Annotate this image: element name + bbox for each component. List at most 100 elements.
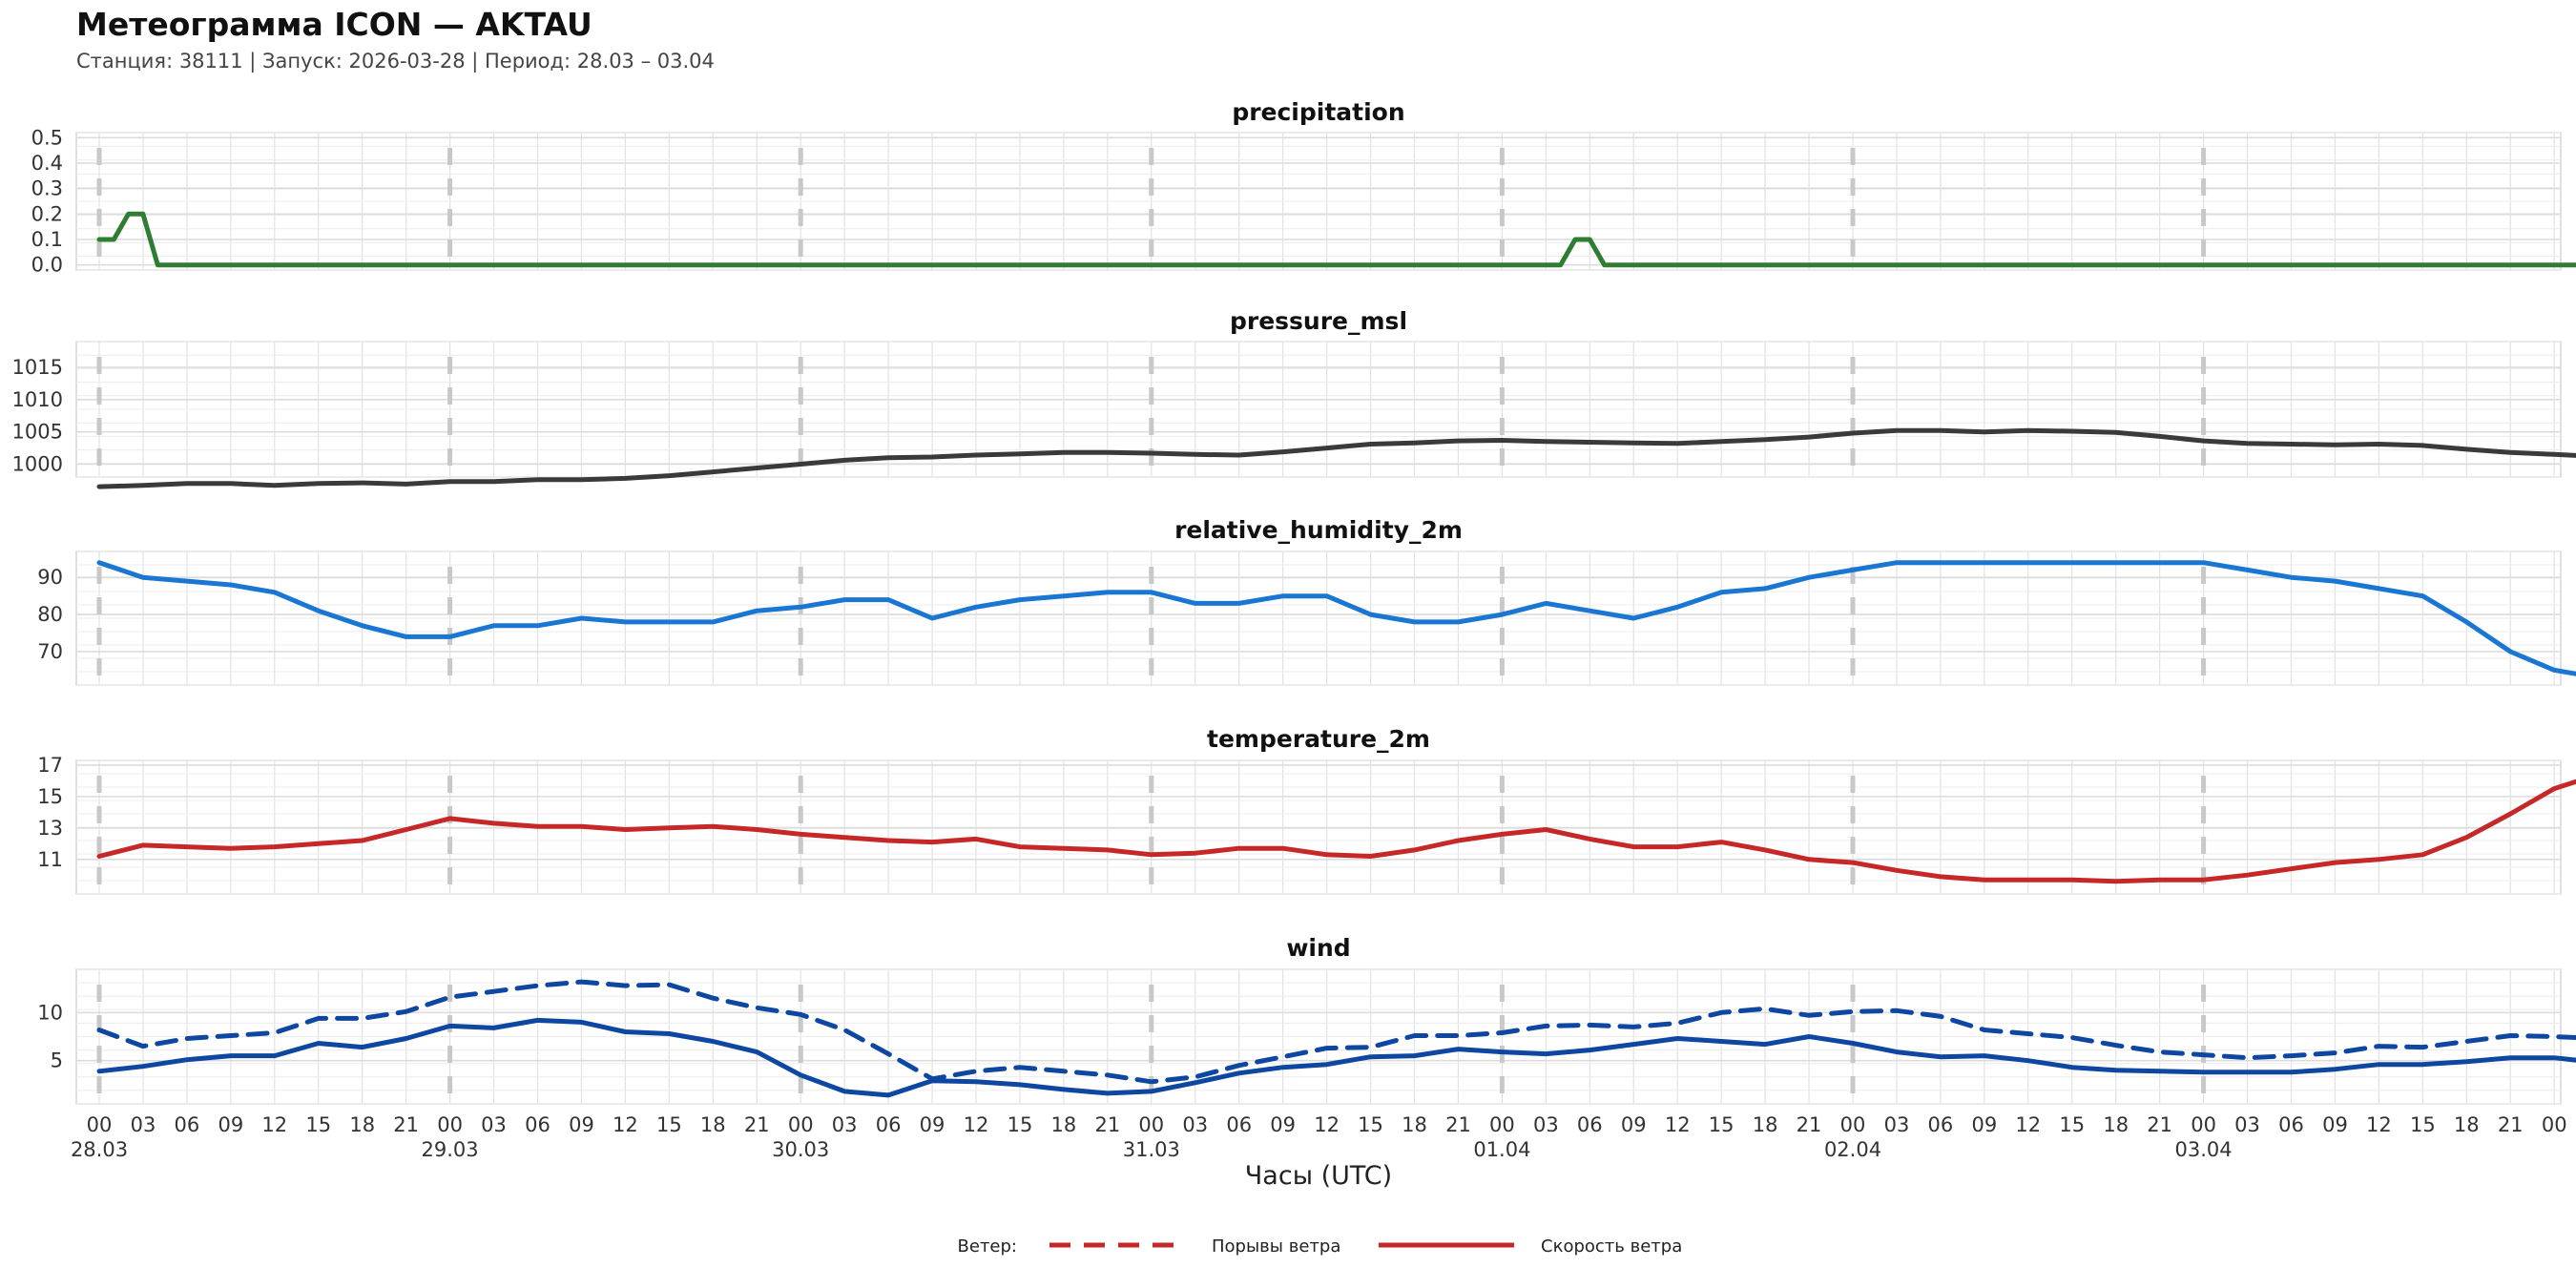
y-tick-label: 70 [37, 640, 63, 663]
y-tick-label: 13 [37, 817, 63, 840]
x-tick-label: 00 [87, 1113, 113, 1136]
x-tick-label: 00 [1138, 1113, 1164, 1136]
y-tick-label: 1015 [12, 356, 63, 379]
x-tick-label: 06 [1928, 1113, 1954, 1136]
panel-title: relative_humidity_2m [1174, 516, 1463, 544]
x-tick-label: 21 [2498, 1113, 2524, 1136]
y-tick-label: 5 [51, 1049, 63, 1072]
x-tick-label: 15 [656, 1113, 682, 1136]
x-tick-label: 09 [1621, 1113, 1647, 1136]
x-tick-label: 06 [525, 1113, 551, 1136]
x-tick-label: 06 [1577, 1113, 1603, 1136]
x-tick-label: 09 [218, 1113, 243, 1136]
x-tick-label: 12 [613, 1113, 638, 1136]
x-tick-label: 09 [569, 1113, 594, 1136]
y-tick-label: 15 [37, 785, 63, 808]
x-tick-label: 00 [2191, 1113, 2216, 1136]
panel-title: pressure_msl [1230, 307, 1407, 335]
x-tick-label: 18 [349, 1113, 375, 1136]
x-tick-label: 18 [1753, 1113, 1778, 1136]
x-axis: 00 03 06 09 12 15 18 21 00 03 06 09 12 15 18 21 00 03 06 09… [71, 1113, 2567, 1191]
x-tick-label: 06 [2278, 1113, 2304, 1136]
y-tick-label: 90 [37, 566, 63, 589]
x-tick-label: 00 [437, 1113, 463, 1136]
x-tick-label: 18 [1402, 1113, 1427, 1136]
x-tick-label: 12 [261, 1113, 287, 1136]
x-tick-label: 21 [1094, 1113, 1120, 1136]
x-tick-label: 21 [2147, 1113, 2172, 1136]
series-line-temperature_2m [96, 779, 2576, 884]
x-day-label: 03.04 [2175, 1138, 2233, 1161]
x-tick-label: 15 [2410, 1113, 2436, 1136]
panel-wind: 5 10 wind [37, 934, 2576, 1105]
page-title: Метеограмма ICON — AKTAU [76, 6, 592, 43]
panel-precipitation: 0.0 0.1 0.20.30.4 0.5 precipitation [31, 98, 2576, 277]
y-tick-label: 10 [37, 1001, 63, 1024]
y-tick-label: 0.3 [31, 177, 63, 200]
y-tick-label: 1010 [12, 388, 63, 411]
x-tick-label: 03 [1884, 1113, 1910, 1136]
panel-title: temperature_2m [1207, 725, 1430, 753]
x-day-label: 02.04 [1824, 1138, 1881, 1161]
x-tick-label: 00 [1489, 1113, 1515, 1136]
x-tick-label: 21 [1797, 1113, 1822, 1136]
x-tick-label: 03 [832, 1113, 858, 1136]
x-tick-label: 15 [2059, 1113, 2085, 1136]
panel-pressure_msl: 1000 1005 1010 1015 pressure_msl [12, 307, 2576, 489]
x-tick-label: 03 [131, 1113, 156, 1136]
x-tick-label: 21 [1445, 1113, 1471, 1136]
x-tick-label: 12 [2366, 1113, 2392, 1136]
x-tick-label: 18 [2454, 1113, 2480, 1136]
x-tick-label: 12 [1665, 1113, 1691, 1136]
x-tick-label: 03 [1182, 1113, 1208, 1136]
x-tick-label: 06 [876, 1113, 902, 1136]
series-line-wind-1 [96, 1017, 2576, 1098]
x-day-label: 28.03 [71, 1138, 128, 1161]
y-tick-label: 0.2 [31, 202, 63, 225]
series-line-pressure_msl [96, 427, 2576, 489]
legend: Ветер: Порывы ветра Скорость ветра [958, 1236, 1683, 1257]
y-tick-label: 1000 [12, 452, 63, 475]
x-tick-label: 09 [1971, 1113, 1997, 1136]
page-subtitle: Станция: 38111 | Запуск: 2026-03-28 | Пе… [76, 50, 715, 73]
x-tick-label: 09 [1270, 1113, 1296, 1136]
x-tick-label: 12 [964, 1113, 989, 1136]
x-tick-label: 03 [1533, 1113, 1559, 1136]
x-tick-label: 03 [2234, 1113, 2260, 1136]
x-tick-label: 18 [700, 1113, 726, 1136]
y-tick-label: 0.1 [31, 228, 63, 251]
legend-label: Порывы ветра [1212, 1236, 1340, 1257]
x-tick-label: 21 [744, 1113, 770, 1136]
x-tick-label: 18 [1051, 1113, 1077, 1136]
x-tick-label: 12 [1314, 1113, 1340, 1136]
x-tick-label: 03 [481, 1113, 507, 1136]
x-tick-label: 15 [1358, 1113, 1383, 1136]
panel-relative_humidity_2m: 70 80 90 relative_humidity_2m [37, 516, 2576, 686]
panel-title: wind [1286, 934, 1350, 962]
x-tick-label: 15 [1709, 1113, 1735, 1136]
x-tick-label: 09 [920, 1113, 945, 1136]
legend-label: Скорость ветра [1541, 1236, 1682, 1257]
x-tick-label: 21 [393, 1113, 419, 1136]
y-tick-label: 11 [37, 848, 63, 871]
x-tick-label: 00 [1840, 1113, 1866, 1136]
x-tick-label: 00 [788, 1113, 814, 1136]
x-tick-label: 09 [2322, 1113, 2348, 1136]
x-tick-label: 15 [1008, 1113, 1033, 1136]
x-day-label: 31.03 [1123, 1138, 1180, 1161]
x-tick-label: 06 [175, 1113, 200, 1136]
x-day-label: 29.03 [422, 1138, 479, 1161]
panel-temperature_2m: 11 13 15 17 temperature_2m [37, 725, 2576, 895]
x-tick-label: 12 [2015, 1113, 2041, 1136]
legend-title: Ветер: [958, 1236, 1017, 1257]
y-tick-label: 0.0 [31, 254, 63, 277]
panel-title: precipitation [1232, 98, 1404, 126]
x-tick-label: 00 [2542, 1113, 2567, 1136]
y-tick-label: 17 [37, 754, 63, 777]
x-day-label: 01.04 [1473, 1138, 1530, 1161]
x-tick-label: 18 [2103, 1113, 2129, 1136]
x-tick-label: 15 [305, 1113, 331, 1136]
x-axis-title: Часы (UTC) [1245, 1161, 1392, 1191]
x-tick-label: 06 [1226, 1113, 1252, 1136]
